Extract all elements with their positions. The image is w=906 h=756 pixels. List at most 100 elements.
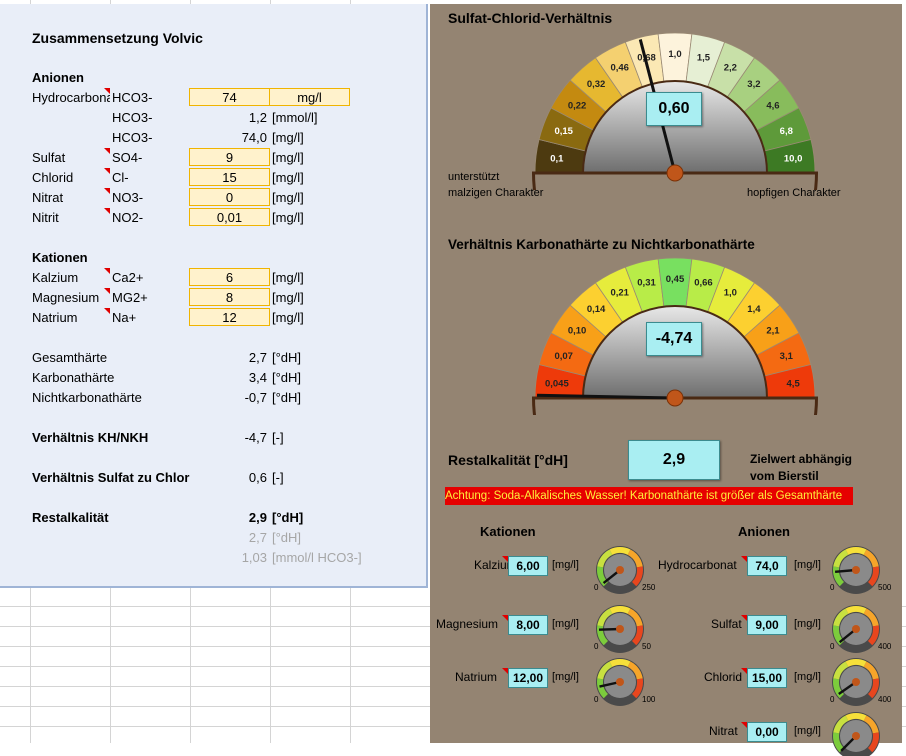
zielwert-note-1: Zielwert abhängig	[750, 452, 853, 466]
nitrat-mini-segment	[845, 713, 867, 721]
comment-marker	[502, 556, 508, 562]
chlorid-input[interactable]: 15	[189, 168, 270, 186]
natrium-input[interactable]: 12	[189, 308, 270, 326]
chlorid-unit: [mg/l]	[272, 170, 304, 185]
nitrat-input[interactable]: 0	[189, 188, 270, 206]
kalzium-mini-segment	[609, 547, 631, 555]
natrium-mini-label: Natrium	[455, 670, 498, 684]
nitrat-mini-gauge	[832, 712, 880, 756]
natrium-mini-segment	[609, 659, 631, 667]
nitrit-label: Nitrit	[32, 210, 59, 225]
sulfat-mini-min: 0	[830, 642, 835, 651]
natrium-mini-value: 12,00	[508, 668, 548, 688]
g1-dial	[581, 80, 769, 174]
sulfat-mini-label: Sulfat	[711, 617, 742, 631]
natrium-mini-max: 100	[642, 695, 656, 704]
chlorid-mini-min: 0	[830, 695, 835, 704]
restalkalitaet-value-display: 2,9	[628, 440, 720, 480]
natrium-label: Natrium	[32, 310, 78, 325]
g1-tick-label: 0,15	[554, 126, 573, 137]
hydrocarbonat-mini-unit: [mg/l]	[794, 559, 821, 571]
nitrat-mini-value: 0,00	[747, 722, 787, 742]
g1-tick-label: 2,2	[724, 63, 737, 74]
hydrocarbonat-input[interactable]: 74	[189, 88, 270, 106]
gauge1-title: Sulfat-Chlorid-Verhältnis	[448, 10, 613, 26]
composition-panel: Zusammensetzung Volvic Anionen Hydrocarb…	[0, 4, 428, 588]
magnesium-unit: [mg/l]	[272, 290, 304, 305]
comment-marker	[104, 288, 110, 294]
hydrocarbonat-mini-segment	[863, 549, 879, 568]
natrium-mini-unit: [mg/l]	[552, 671, 579, 683]
restalkalitaet-alt-unit: [°dH]	[272, 530, 302, 545]
chlorid-mini-gauge: 0 400	[830, 658, 892, 706]
kalzium-mini-gauge: 0 250	[594, 546, 656, 594]
sulfat-chlor-label: Verhältnis Sulfat zu Chlor	[32, 470, 190, 485]
karbonathaerte-value: 3,4	[248, 370, 267, 385]
sulfat-mini-segment	[833, 608, 849, 627]
kationen-heading: Kationen	[32, 250, 88, 265]
restalkalitaet-label: Restalkalität	[32, 510, 109, 525]
anionen-heading-right: Anionen	[738, 524, 790, 539]
comment-marker	[741, 668, 747, 674]
hydrocarbonat-mini-label: Hydrocarbonat	[658, 558, 737, 572]
nitrat-mini-segment	[833, 715, 849, 734]
g2-tick-label: 0,14	[587, 304, 606, 315]
sulfat-mini-segment	[868, 625, 879, 646]
chlorid-mini-segment	[845, 659, 867, 667]
hco3-mg-unit: [mg/l]	[272, 130, 304, 145]
chlorid-mini-value: 15,00	[747, 668, 787, 688]
karbonathaerte-label: Karbonathärte	[32, 370, 115, 385]
gesamthaerte-value: 2,7	[248, 350, 267, 365]
nichtkarbonathaerte-value: -0,7	[244, 390, 267, 405]
g1-tick-label: 0,32	[587, 79, 606, 90]
g2-tick-label: 0,66	[694, 277, 713, 288]
nitrit-formula: NO2-	[112, 210, 144, 225]
kalzium-mini-max: 250	[642, 583, 656, 592]
chlorid-mini-label: Chlorid	[704, 670, 743, 684]
sulfat-input[interactable]: 9	[189, 148, 270, 166]
nitrat-mini-segment	[863, 715, 879, 734]
magnesium-input[interactable]: 8	[189, 288, 270, 306]
kalzium-mini-value: 6,00	[508, 556, 548, 576]
restalkalitaet-mmol-value: 1,03	[241, 550, 267, 565]
chlorid-mini-segment	[863, 661, 879, 680]
comment-marker	[104, 208, 110, 214]
comment-marker	[104, 88, 110, 94]
restalkalitaet-title: Restalkalität [°dH]	[448, 452, 568, 468]
sulfat-chlorid-gauge: 0,10,150,220,320,460,681,01,52,23,24,66,…	[532, 32, 818, 190]
g1-tick-label: 10,0	[784, 154, 803, 165]
nitrit-input[interactable]: 0,01	[189, 208, 270, 226]
kh-nkh-value: -4,7	[244, 430, 267, 445]
magnesium-mini-min: 0	[594, 642, 599, 651]
g1-tick-label: 1,0	[668, 49, 681, 60]
g2-tick-label: 4,5	[787, 379, 801, 390]
gesamthaerte-label: Gesamthärte	[32, 350, 108, 365]
g2-tick-label: 0,10	[568, 325, 587, 336]
sulfat-mini-max: 400	[878, 642, 892, 651]
kalzium-input[interactable]: 6	[189, 268, 270, 286]
hydrocarbonat-formula: HCO3-	[112, 90, 153, 105]
g1-tick-label: 0,22	[568, 100, 587, 111]
g2-tick-label: 1,0	[724, 288, 737, 299]
g1-tick-label: 4,6	[766, 100, 779, 111]
natrium-mini-segment	[597, 678, 608, 699]
hydrocarbonat-unit[interactable]: mg/l	[269, 88, 350, 106]
magnesium-mini-label: Magnesium	[436, 617, 499, 631]
magnesium-mini-segment	[627, 608, 643, 627]
g2-tick-label: 0,045	[545, 379, 569, 390]
gauge2-title: Verhältnis Karbonathärte zu Nichtkarbona…	[448, 237, 755, 252]
comment-marker	[104, 188, 110, 194]
hco3-mg-formula: HCO3-	[112, 130, 153, 145]
magnesium-mini-segment	[632, 625, 643, 646]
hydrocarbonat-mini-segment	[868, 566, 879, 587]
hco3-mmol-value: 1,2	[248, 110, 267, 125]
gauge1-value-display: 0,60	[646, 92, 702, 126]
kationen-heading-right: Kationen	[480, 524, 536, 539]
g1-tick-label: 6,8	[780, 126, 793, 137]
g2-tick-label: 2,1	[766, 325, 780, 336]
comment-marker	[741, 722, 747, 728]
g2-tick-label: 0,31	[637, 277, 656, 288]
natrium-mini-segment	[627, 661, 643, 680]
sulfat-label: Sulfat	[32, 150, 66, 165]
gauge1-left-note-2: malzigen Charakter	[448, 187, 544, 199]
